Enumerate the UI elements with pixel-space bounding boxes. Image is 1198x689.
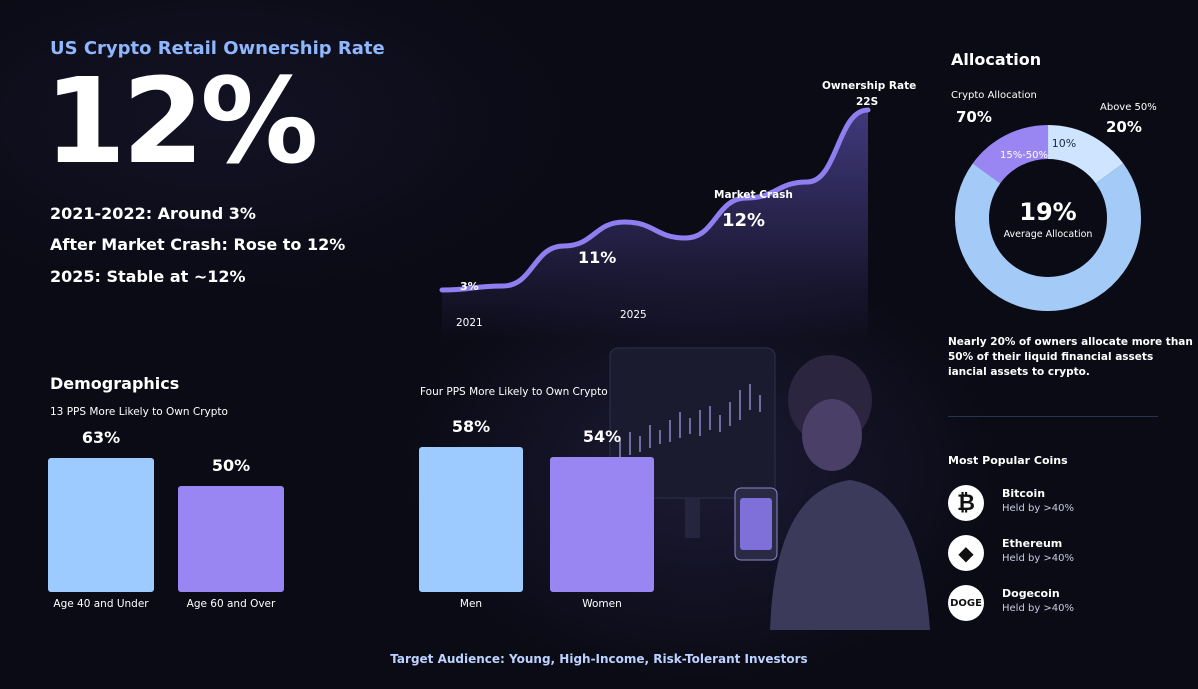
investor-illustration bbox=[609, 347, 930, 630]
ownership-line-chart bbox=[439, 107, 871, 340]
divider bbox=[948, 416, 1158, 417]
allocation-note-line-3: iancial assets to crypto. bbox=[948, 366, 1090, 378]
annotation-3pct: 3% bbox=[460, 280, 479, 293]
person-face bbox=[802, 399, 862, 471]
donut-slice bbox=[955, 124, 1141, 311]
coin-name: Bitcoin bbox=[1002, 487, 1046, 500]
coin-row-bitcoin: ₿ Bitcoin Held by >40% bbox=[948, 483, 1148, 523]
line-series bbox=[439, 107, 871, 293]
annotation-12pct: 12% bbox=[722, 210, 766, 231]
bar-category-label: Men bbox=[459, 598, 483, 610]
coin-row-ethereum: ◆ Ethereum Held by >40% bbox=[948, 533, 1148, 573]
candlestick-graphic bbox=[619, 384, 761, 460]
slice-label-15-50: 15%-50% bbox=[999, 150, 1049, 161]
allocation-note-line-2: 50% of their liquid financial assets bbox=[948, 351, 1154, 363]
donut-center-value: 19% bbox=[1019, 198, 1077, 226]
bar-men bbox=[419, 446, 523, 592]
slice-label-10: 10% bbox=[1051, 137, 1077, 150]
coin-held: Held by >40% bbox=[1002, 503, 1075, 514]
allocation-left-value: 70% bbox=[956, 108, 992, 126]
coin-name: Ethereum bbox=[1002, 537, 1063, 550]
monitor-stand bbox=[685, 498, 700, 538]
donut-center-label: Average Allocation bbox=[1003, 229, 1093, 240]
page-title: US Crypto Retail Ownership Rate bbox=[50, 38, 385, 59]
fact-1: 2021-2022: Around 3% bbox=[50, 204, 256, 223]
hero-value: 12% bbox=[44, 52, 318, 190]
bar-value-label: 50% bbox=[211, 455, 251, 475]
bar-value-label: 63% bbox=[81, 428, 121, 447]
ethereum-icon: ◆ bbox=[948, 535, 984, 571]
allocation-right-title: Above 50% bbox=[1100, 102, 1157, 113]
annotation-11pct: 11% bbox=[578, 248, 617, 267]
demographics-title: Demographics bbox=[50, 374, 180, 393]
annotation-2021: 2021 bbox=[456, 317, 483, 329]
annotation-2025: 2025 bbox=[620, 309, 647, 321]
gender-chart-title: Four PPS More Likely to Own Crypto bbox=[420, 386, 608, 398]
coins-title: Most Popular Coins bbox=[948, 454, 1068, 467]
coin-row-dogecoin: DOGE Dogecoin Held by >40% bbox=[948, 583, 1148, 623]
footer-target-audience: Target Audience: Young, High-Income, Ris… bbox=[390, 652, 808, 666]
bar-category-label: Age 40 and Under bbox=[53, 598, 149, 610]
person-body bbox=[770, 480, 930, 630]
fact-2: After Market Crash: Rose to 12% bbox=[50, 235, 346, 254]
dogecoin-icon: DOGE bbox=[948, 585, 984, 621]
bar-women bbox=[550, 456, 654, 592]
donut-slice bbox=[955, 124, 1141, 311]
bar-value-label: 54% bbox=[582, 426, 622, 446]
allocation-title: Allocation bbox=[951, 50, 1042, 69]
demographics-subtitle: 13 PPS More Likely to Own Crypto bbox=[50, 406, 228, 418]
allocation-subtitle: Crypto Allocation bbox=[951, 90, 1037, 101]
line-chart-title-value: 22S bbox=[856, 96, 879, 108]
phone-screen bbox=[740, 498, 772, 550]
allocation-right-value: 20% bbox=[1106, 118, 1142, 136]
line-area bbox=[442, 110, 868, 340]
coin-held: Held by >40% bbox=[1002, 603, 1075, 614]
allocation-note: Nearly 20% of owners allocate more than … bbox=[948, 335, 1193, 380]
coin-held: Held by >40% bbox=[1002, 553, 1075, 564]
bar-value-label: 58% bbox=[451, 416, 491, 436]
bar-category-label: Women bbox=[582, 598, 622, 610]
bar-age-40-and-under bbox=[48, 458, 154, 592]
fact-3: 2025: Stable at ~12% bbox=[50, 267, 246, 286]
bar-age-60-and-over bbox=[178, 485, 284, 592]
bar-category-label: Age 60 and Over bbox=[186, 598, 276, 610]
annotation-market-crash: Market Crash bbox=[714, 189, 793, 201]
line-chart-title: Ownership Rate bbox=[822, 80, 917, 92]
coin-name: Dogecoin bbox=[1002, 587, 1060, 600]
allocation-donut bbox=[955, 124, 1141, 311]
allocation-note-line-1: Nearly 20% of owners allocate more than bbox=[948, 336, 1193, 348]
bitcoin-icon: ₿ bbox=[948, 485, 984, 521]
